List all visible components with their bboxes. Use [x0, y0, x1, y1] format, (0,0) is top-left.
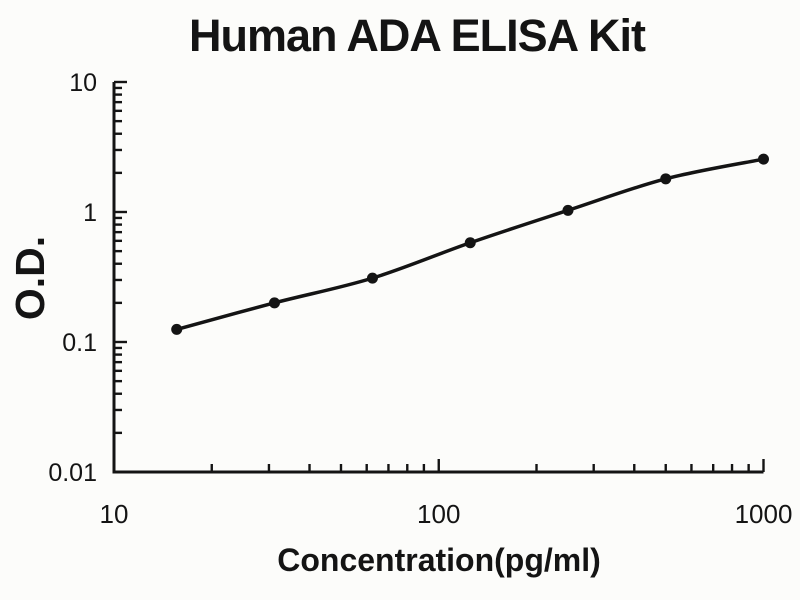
data-point [464, 237, 476, 249]
axes-spines [112, 82, 764, 474]
data-point [660, 173, 672, 185]
chart-title: Human ADA ELISA Kit [188, 10, 646, 61]
y-tick-label: 0.1 [62, 329, 97, 357]
x-tick-label: 1000 [735, 499, 793, 529]
data-point [171, 323, 183, 335]
data-point [758, 153, 769, 165]
data-point [366, 272, 378, 284]
y-tick-label: 0.01 [48, 459, 97, 487]
x-tick-label: 10 [100, 499, 129, 529]
y-tick-label: 1 [83, 199, 97, 227]
data-point [562, 204, 574, 216]
y-tick-label: 10 [69, 69, 97, 97]
x-axis-title: Concentration(pg/ml) [277, 542, 601, 578]
data-point [268, 297, 280, 309]
x-tick-label: 100 [417, 499, 460, 529]
